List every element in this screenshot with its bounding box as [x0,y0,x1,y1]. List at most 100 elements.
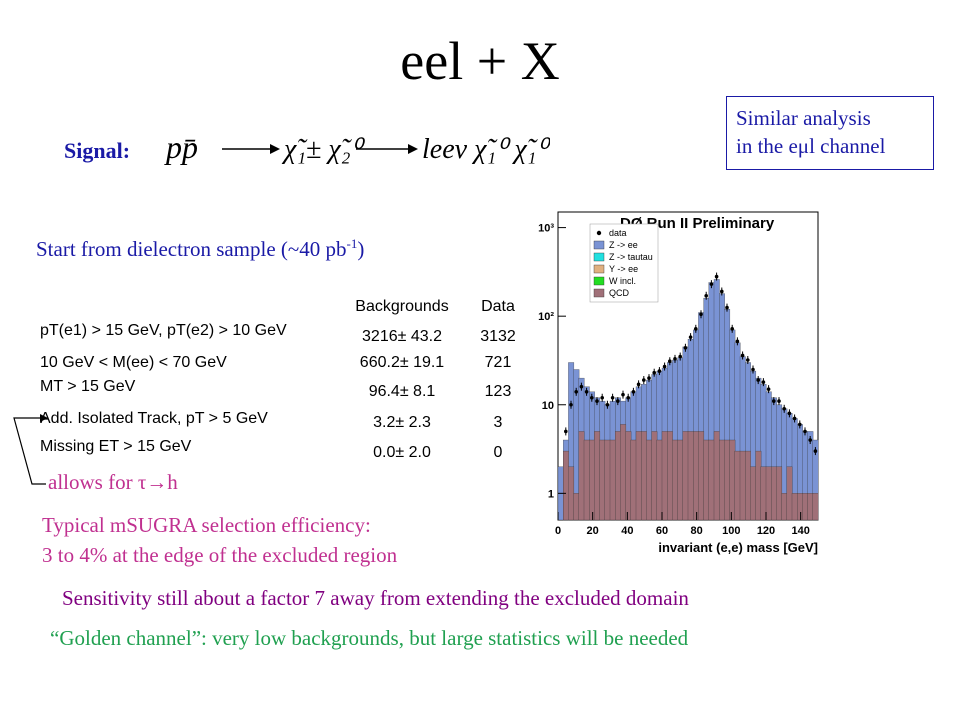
legend-label: Y -> ee [609,264,638,274]
data-point [600,395,604,400]
data-point [569,402,573,407]
qcd-bar [781,493,788,521]
legend-label: W incl. [609,276,636,286]
x-tick-label: 100 [722,525,740,537]
data-point [792,416,797,421]
qcd-bar [739,450,746,521]
legend-swatch [593,276,605,286]
data-point [678,354,682,359]
formula-mid: χ̃₁± χ̃₂⁰ [281,134,365,165]
qcd-bar [583,439,590,521]
start-text-main: Start from dielectron sample (~40 pb [36,237,347,261]
legend-marker-data [596,230,602,236]
data-point [714,274,719,279]
data-point [584,390,589,394]
data-point [735,339,740,344]
qcd-bar [776,466,783,521]
qcd-bar [719,439,725,521]
qcd-bar [786,466,793,521]
data-point [730,327,734,331]
qcd-bar [651,431,658,521]
cut-label: Add. Isolated Track, pT > 5 GeV [40,410,268,427]
qcd-bar [734,450,741,521]
start-text: Start from dielectron sample (~40 pb-1) [36,236,364,262]
data-point [642,378,646,382]
start-text-sup: -1 [346,236,358,251]
legend-label: Z -> tautau [609,252,653,262]
data-point [621,392,625,397]
x-tick-label: 120 [757,525,775,537]
data-point [590,395,594,400]
qcd-bar [713,431,720,521]
table-header-data: Data [481,298,515,315]
background-value: 3216± 43.2 [362,328,442,345]
data-point [574,390,578,394]
data-point [751,367,755,372]
data-point [787,411,792,416]
golden-channel-note: “Golden channel”: very low backgrounds, … [50,626,689,650]
background-value: 0.0± 2.0 [373,444,431,461]
qcd-bar [604,439,611,521]
qcd-bar [812,493,819,521]
qcd-bar [729,439,736,521]
data-point [616,399,620,403]
callout-box: Similar analysis in the eμl channel [726,96,934,170]
data-point [636,382,641,387]
sensitivity-note: Sensitivity still about a factor 7 away … [62,586,689,610]
data-point [782,407,786,411]
qcd-bar [703,439,710,521]
data-point [595,399,599,403]
data-point [813,449,818,453]
mass-histogram: 0 20 40 60 80 100 120 140 1 10 10² 10³ DØ Run II Pre… [538,211,819,555]
data-point [662,364,667,369]
qcd-bar [635,431,642,521]
allows-note: allows for τ→h [48,470,178,494]
qcd-bar [656,439,663,521]
data-value: 123 [484,383,512,400]
qcd-bar [589,439,595,521]
legend-label: QCD [609,288,630,298]
efficiency-line-2: 3 to 4% at the edge of the excluded regi… [42,543,398,567]
qcd-bar [755,450,762,521]
formula-rhs: leeν χ̃₁⁰ χ̃₁⁰ [422,134,550,165]
signal-label: Signal: [64,138,131,163]
qcd-bar [568,466,575,521]
x-tick-label: 80 [691,525,703,537]
data-point [756,378,760,382]
data-point [709,282,714,286]
qcd-bar [672,439,679,521]
y-tick-label: 10³ [538,223,554,235]
legend-swatch [593,240,605,250]
data-point [772,399,776,403]
qcd-bar [708,439,715,521]
qcd-bar [687,431,694,521]
bracket-arrow [13,414,48,485]
signal-formula: pp̄ χ̃₁± χ̃₂⁰ leeν χ̃₁⁰ χ̃₁⁰ [164,129,550,165]
qcd-bar [802,493,809,521]
data-point [694,327,698,331]
qcd-bar [771,466,777,521]
data-point [725,305,729,310]
data-value: 3 [493,414,503,431]
page-title: eel + X [400,31,560,91]
data-point [652,370,656,375]
data-value: 721 [484,354,512,371]
data-point [777,399,781,403]
qcd-bar [724,439,731,521]
data-point [803,429,807,434]
qcd-bar [797,493,803,521]
qcd-bar [698,431,705,521]
qcd-bar [578,431,585,521]
x-tick-label: 140 [791,525,809,537]
qcd-bar [573,493,580,521]
data-point [610,395,615,400]
qcd-bar [661,431,668,521]
background-value: 3.2± 2.3 [373,414,431,431]
callout-line-2: in the eμl channel [736,134,886,158]
y-tick-label: 10² [538,311,554,323]
data-point [668,359,672,364]
data-point [699,312,703,317]
data-point [626,395,630,400]
qcd-bar [646,439,653,521]
data-point [720,289,724,294]
